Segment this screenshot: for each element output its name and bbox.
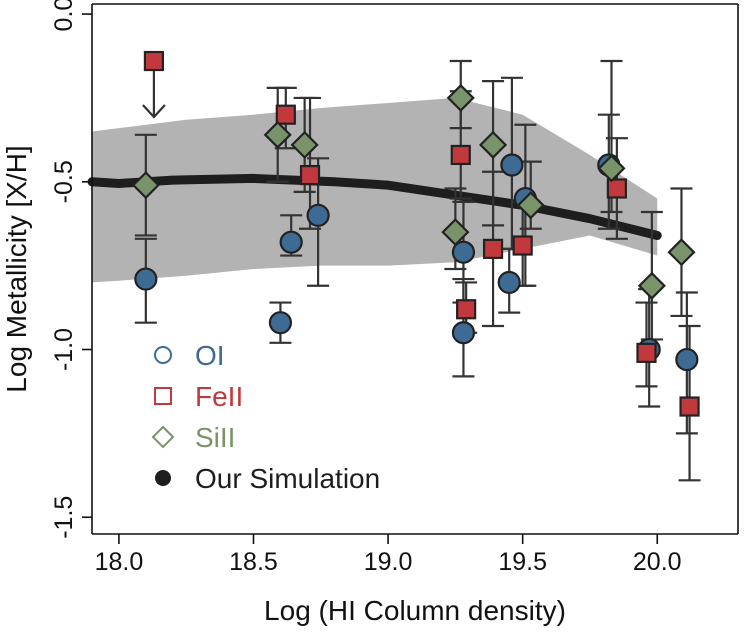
legend-square-icon (154, 387, 172, 405)
point-oi-3 (279, 230, 303, 254)
point-oi-6 (451, 321, 476, 345)
point-oi-5 (451, 240, 476, 264)
point-feii-3 (299, 164, 321, 186)
point-siii-10 (667, 238, 696, 267)
point-siii-4 (441, 218, 470, 247)
legend-item-siii: SiII (151, 422, 235, 453)
point-feii-9 (636, 342, 657, 363)
point-feii-2 (275, 104, 296, 125)
point-oi-1 (134, 267, 158, 291)
y-tick-label: -1.0 (50, 328, 78, 371)
y-tick-label: 0.0 (50, 0, 78, 31)
point-feii-7 (512, 235, 533, 256)
x-tick-label: 18.5 (229, 548, 278, 576)
y-axis-title: Log Metallicity [X/H] (1, 145, 32, 392)
point-feii-6 (482, 238, 504, 259)
point-oi-7 (497, 270, 521, 295)
upper-limit-arrowhead (142, 104, 166, 119)
y-tick-label: -1.5 (50, 496, 78, 539)
point-oi-12 (675, 347, 699, 372)
x-tick-label: 20.0 (633, 548, 682, 576)
x-axis-title: Log (HI Column density) (264, 595, 566, 626)
point-feii-5 (456, 299, 477, 320)
point-siii-6 (479, 130, 508, 159)
point-siii-8 (597, 154, 626, 183)
point-feii-4 (450, 144, 471, 166)
legend-label: Our Simulation (195, 463, 380, 494)
x-tick-label: 19.0 (364, 548, 413, 576)
legend-dot-icon (155, 470, 171, 486)
data-point-layer (131, 50, 700, 417)
legend-item-oi: OI (154, 340, 225, 371)
point-oi-4 (306, 203, 330, 227)
point-siii-2 (263, 120, 292, 149)
point-oi-8 (500, 153, 524, 177)
y-tick-label: -0.5 (50, 160, 78, 203)
legend-circle-icon (154, 346, 172, 364)
x-tick-label: 18.0 (95, 548, 144, 576)
legend-item-feii: FeII (154, 381, 243, 412)
point-siii-5 (446, 83, 475, 112)
point-siii-1 (131, 171, 160, 200)
point-oi-2 (268, 311, 293, 335)
point-siii-7 (516, 191, 545, 220)
x-tick-label: 19.5 (498, 548, 547, 576)
legend-label: OI (195, 340, 225, 371)
point-siii-3 (290, 130, 319, 159)
legend-label: SiII (195, 422, 235, 453)
point-feii-10 (679, 396, 700, 417)
point-feii-8 (606, 178, 627, 199)
legend-label: FeII (195, 381, 243, 412)
legend-item-our-simulation: Our Simulation (155, 463, 380, 494)
point-feii-1 (143, 50, 165, 72)
legend-diamond-icon (151, 425, 175, 449)
legend: OI FeII SiII Our Simulation (151, 340, 380, 494)
point-siii-9 (637, 271, 666, 300)
axes-layer: 18.0 18.5 19.0 19.5 20.0 0.0 -0.5 -1.0 -1.5 (50, 0, 739, 576)
